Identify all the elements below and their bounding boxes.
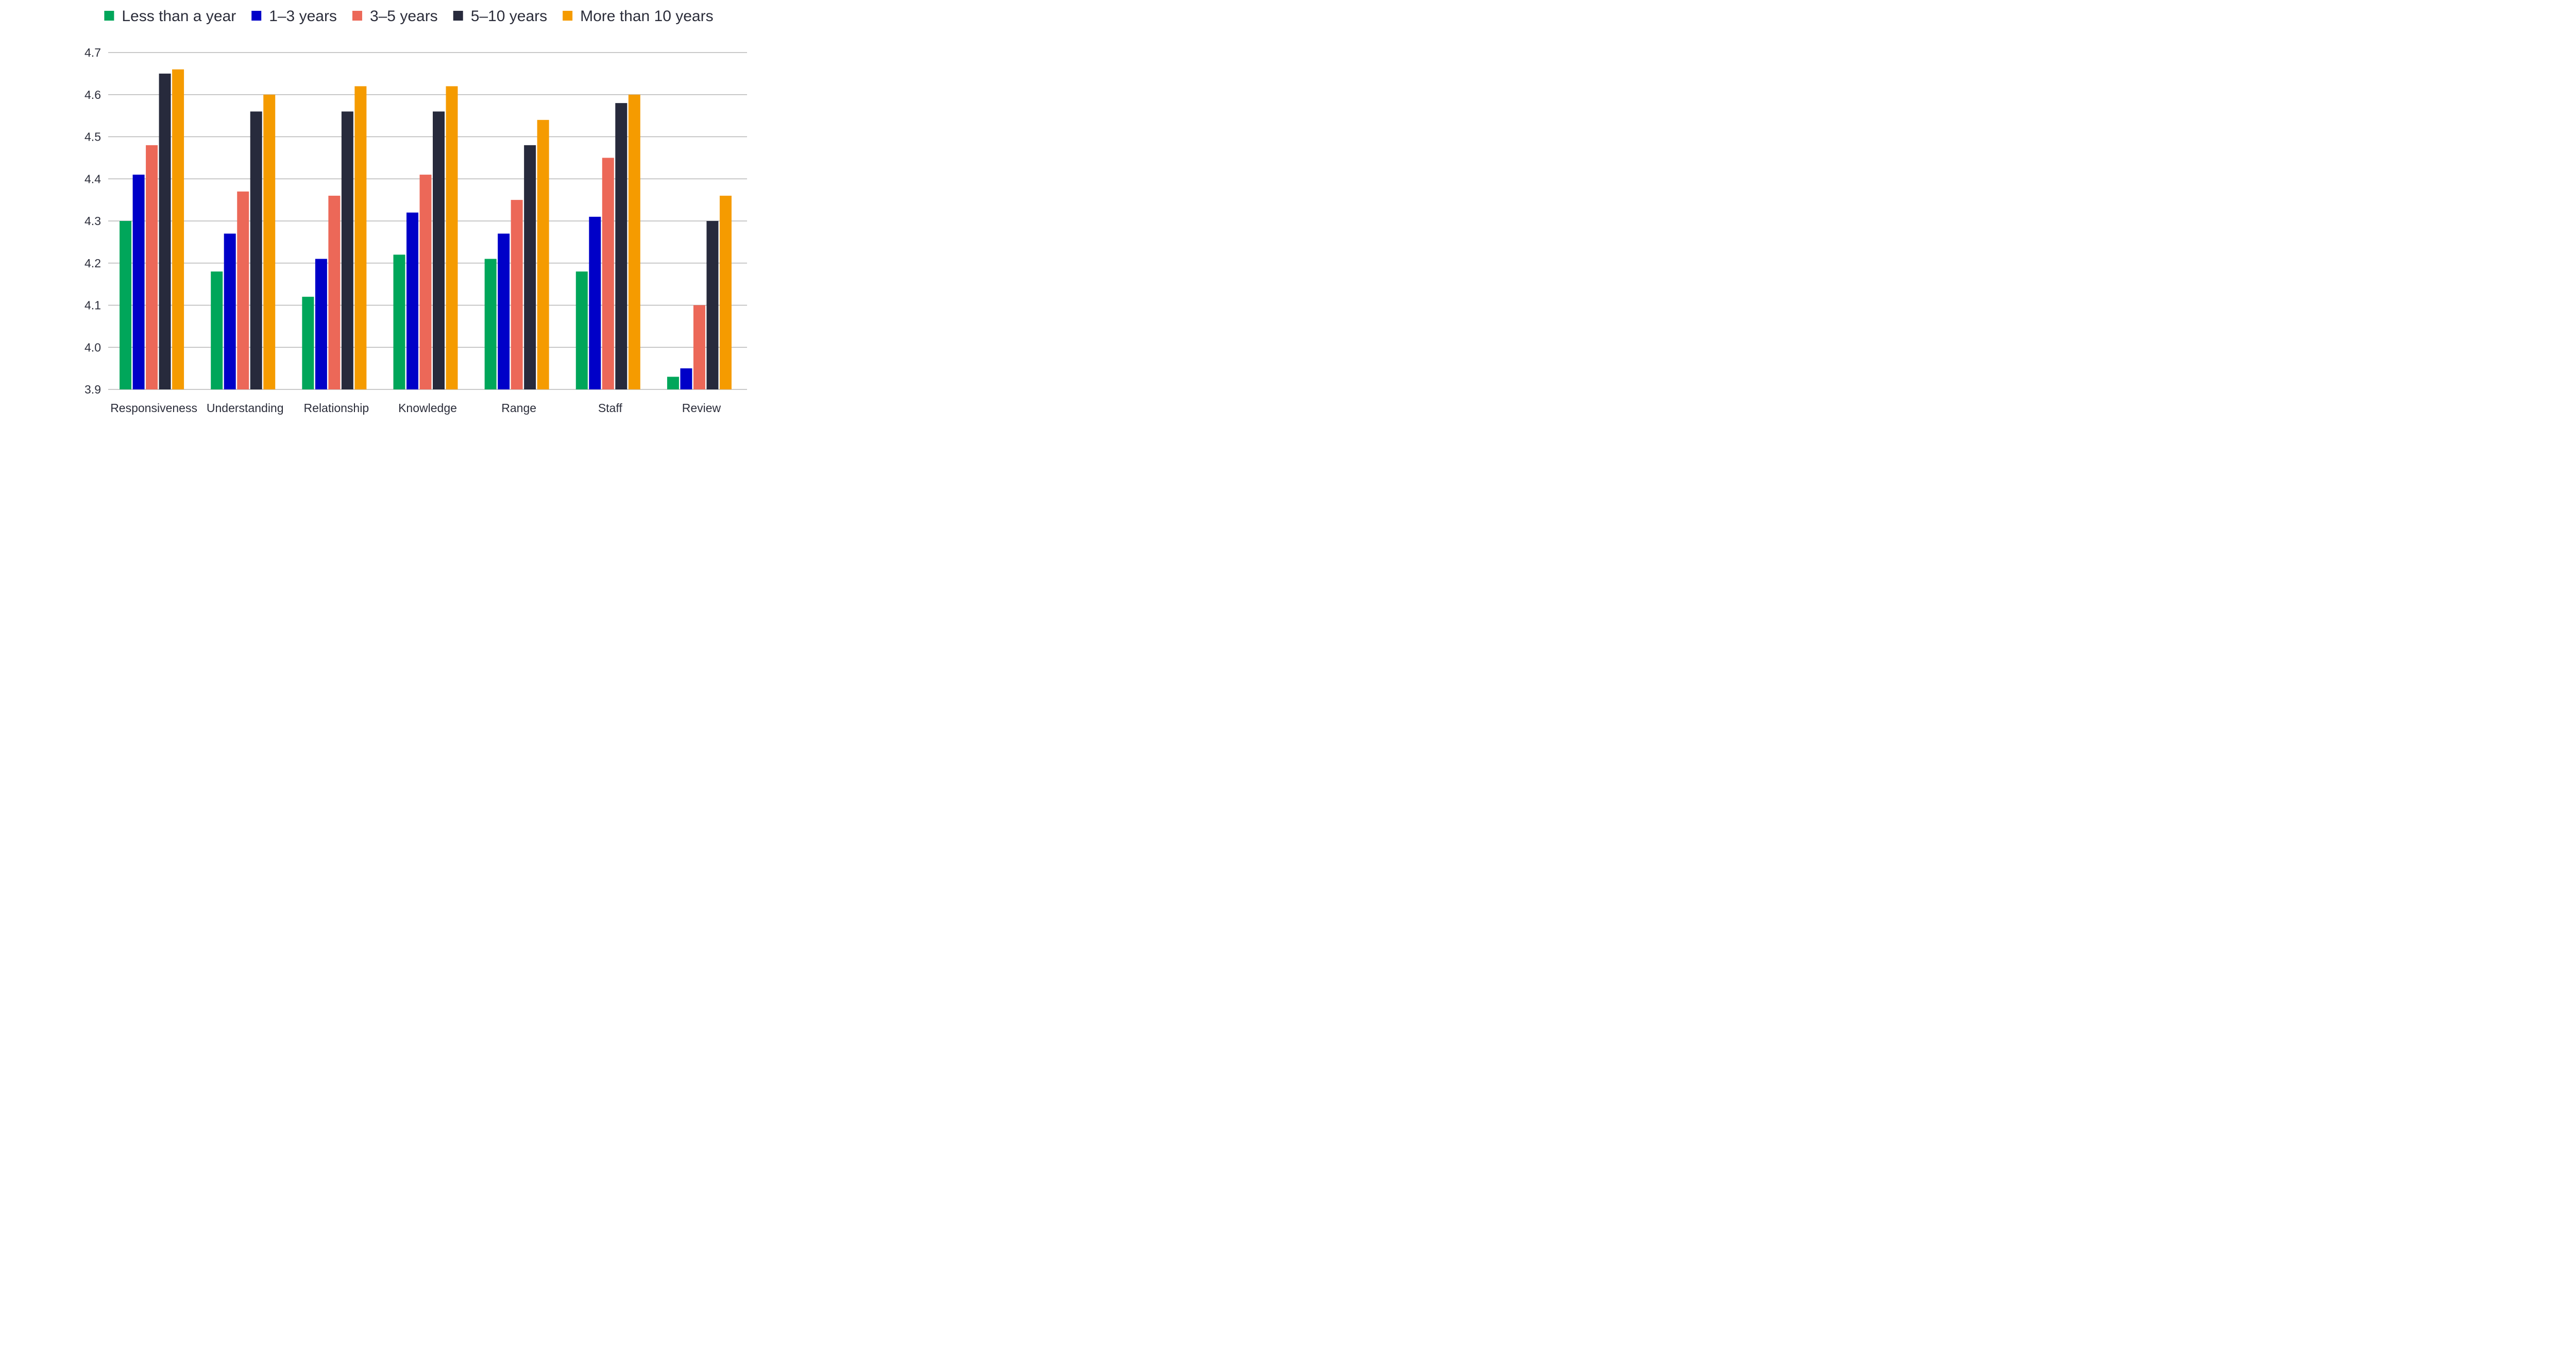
bar-review-series-3 <box>706 221 719 389</box>
bar-chart-svg: 3.9 4.0 4.1 4.2 4.3 4.4 4.5 4.6 4.7 Responsivenes… <box>84 8 747 415</box>
y-tick-label: 4.2 <box>84 257 101 270</box>
bar-relationship-series-4 <box>354 86 367 389</box>
bar-staff-series-3 <box>615 103 628 390</box>
bar-review-series-1 <box>680 368 692 389</box>
x-tick-label: Staff <box>598 401 622 415</box>
bar-relationship-series-3 <box>341 111 353 389</box>
bar-review-series-4 <box>719 195 732 389</box>
bar-staff-series-0 <box>575 271 588 389</box>
bar-range-series-3 <box>524 145 536 389</box>
bar-understanding-series-2 <box>237 191 249 389</box>
bar-understanding-series-3 <box>250 111 262 389</box>
bar-staff-series-2 <box>602 158 614 389</box>
bar-range-series-1 <box>498 233 510 389</box>
y-tick-label: 3.9 <box>84 383 101 396</box>
y-tick-label: 4.3 <box>84 214 101 228</box>
bar-responsiveness-series-2 <box>146 145 158 389</box>
bar-understanding-series-1 <box>224 233 236 389</box>
y-tick-label: 4.5 <box>84 130 101 144</box>
x-tick-label: Knowledge <box>398 401 457 415</box>
x-tick-label: Responsiveness <box>110 401 197 415</box>
bar-responsiveness-series-4 <box>172 69 184 389</box>
y-tick-label: 4.7 <box>84 46 101 59</box>
bar-knowledge-series-0 <box>393 254 405 389</box>
bar-responsiveness-series-0 <box>120 221 132 389</box>
bar-range-series-0 <box>484 259 497 389</box>
legend-swatch-4 <box>563 11 573 21</box>
bar-knowledge-series-1 <box>406 212 418 389</box>
legend-swatch-0 <box>104 11 114 21</box>
bar-review-series-2 <box>693 305 705 389</box>
y-tick-label: 4.1 <box>84 299 101 312</box>
legend-label-1: 1–3 years <box>269 8 337 25</box>
bar-range-series-2 <box>511 200 523 389</box>
x-tick-label: Relationship <box>304 401 369 415</box>
y-tick-label: 4.4 <box>84 172 101 185</box>
legend-swatch-1 <box>251 11 262 21</box>
bar-relationship-series-1 <box>315 259 327 389</box>
legend-label-4: More than 10 years <box>580 8 713 25</box>
legend-label-2: 3–5 years <box>370 8 438 25</box>
x-tick-label: Understanding <box>207 401 284 415</box>
bar-relationship-series-0 <box>302 297 314 389</box>
bar-staff-series-1 <box>589 216 601 389</box>
y-tick-label: 4.0 <box>84 340 101 354</box>
bar-responsiveness-series-1 <box>132 175 145 389</box>
y-tick-label: 4.6 <box>84 88 101 101</box>
bar-knowledge-series-2 <box>419 175 432 389</box>
bar-review-series-0 <box>667 377 679 389</box>
legend-swatch-2 <box>352 11 362 21</box>
x-tick-label: Range <box>501 401 536 415</box>
bar-relationship-series-2 <box>328 195 341 389</box>
bar-staff-series-4 <box>628 94 640 389</box>
bar-understanding-series-0 <box>211 271 223 389</box>
x-tick-label: Review <box>682 401 721 415</box>
bar-responsiveness-series-3 <box>159 73 171 389</box>
bar-knowledge-series-3 <box>433 111 445 389</box>
bar-knowledge-series-4 <box>446 86 458 389</box>
chart: 3.9 4.0 4.1 4.2 4.3 4.4 4.5 4.6 4.7 Responsivenes… <box>0 0 807 422</box>
legend-label-0: Less than a year <box>122 8 236 25</box>
legend-label-3: 5–10 years <box>471 8 547 25</box>
legend-swatch-3 <box>453 11 463 21</box>
bar-understanding-series-4 <box>263 94 276 389</box>
bar-range-series-4 <box>537 120 549 390</box>
